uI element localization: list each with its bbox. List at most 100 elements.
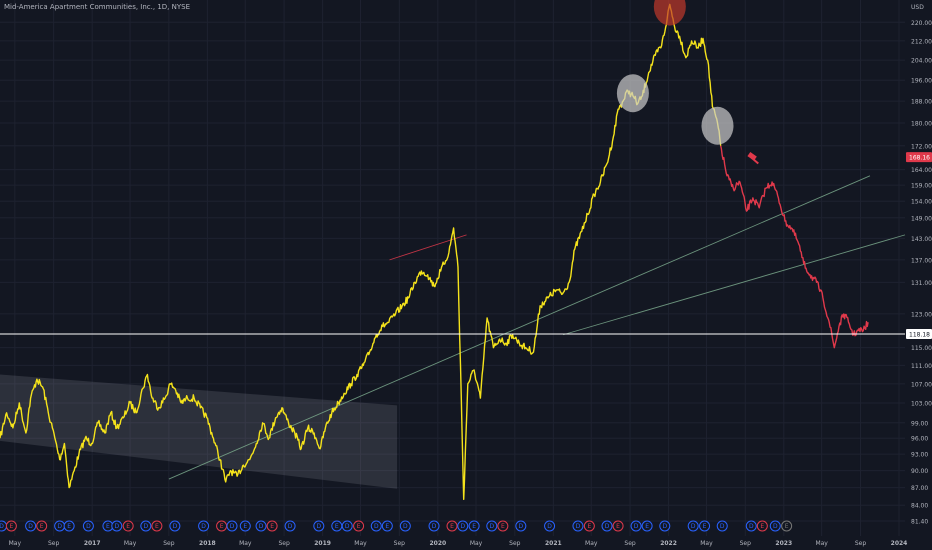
event-marker bbox=[659, 520, 671, 532]
y-tick-label: 90.00 bbox=[911, 468, 928, 475]
trend-line bbox=[168, 175, 871, 480]
highlight-circle bbox=[653, 0, 686, 26]
event-label: E bbox=[67, 523, 71, 530]
trend-line bbox=[389, 234, 467, 261]
y-tick-label: 154.00 bbox=[911, 199, 932, 206]
x-tick-label: 2024 bbox=[891, 540, 908, 547]
event-label: D bbox=[28, 523, 33, 530]
price-label-bg bbox=[906, 152, 932, 163]
event-marker bbox=[5, 520, 17, 532]
event-marker bbox=[239, 520, 251, 532]
x-tick-label: Sep bbox=[278, 540, 290, 547]
event-marker bbox=[781, 520, 793, 532]
y-tick-label: 81.40 bbox=[911, 518, 928, 525]
y-tick-label: 188.00 bbox=[911, 99, 932, 106]
event-label: D bbox=[114, 523, 119, 530]
grid bbox=[0, 0, 905, 536]
event-label: E bbox=[357, 523, 361, 530]
x-tick-label: May bbox=[124, 540, 137, 547]
y-tick-label: 96.00 bbox=[911, 436, 928, 443]
event-label: E bbox=[703, 523, 707, 530]
y-tick-label: 99.00 bbox=[911, 420, 928, 427]
x-tick-label: May bbox=[239, 540, 252, 547]
event-label: E bbox=[616, 523, 620, 530]
event-label: D bbox=[432, 523, 437, 530]
x-tick-label: Sep bbox=[855, 540, 867, 547]
event-label: D bbox=[662, 523, 667, 530]
highlight-circle bbox=[616, 74, 649, 113]
event-label: E bbox=[450, 523, 454, 530]
y-tick-label: 143.00 bbox=[911, 236, 932, 243]
event-marker bbox=[612, 520, 624, 532]
y-tick-label: 115.00 bbox=[911, 345, 932, 352]
event-marker bbox=[36, 520, 48, 532]
y-tick-label: 149.00 bbox=[911, 215, 932, 222]
marker-head bbox=[747, 151, 757, 161]
x-tick-label: 2017 bbox=[84, 540, 101, 547]
y-tick-label: 93.00 bbox=[911, 452, 928, 459]
event-label: D bbox=[460, 523, 465, 530]
event-label: D bbox=[345, 523, 350, 530]
trend-line bbox=[563, 234, 906, 336]
event-label: E bbox=[645, 523, 649, 530]
event-marker bbox=[515, 520, 527, 532]
y-tick-label: 196.00 bbox=[911, 78, 932, 85]
x-tick-label: Sep bbox=[394, 540, 406, 547]
price-labels-layer: 168.16 118.18 bbox=[906, 152, 932, 339]
x-tick-label: Sep bbox=[163, 540, 175, 547]
event-label: E bbox=[220, 523, 224, 530]
channel-polygon bbox=[0, 374, 398, 489]
event-marker bbox=[486, 520, 498, 532]
event-label: D bbox=[403, 523, 408, 530]
x-tick-label: May bbox=[9, 540, 22, 547]
trend-lines-layer bbox=[168, 175, 906, 480]
event-label: D bbox=[288, 523, 293, 530]
y-tick-label: 204.00 bbox=[911, 58, 932, 65]
y-tick-label: 103.00 bbox=[911, 400, 932, 407]
event-marker bbox=[169, 520, 181, 532]
event-marker bbox=[284, 520, 296, 532]
x-tick-label: Sep bbox=[624, 540, 636, 547]
event-label: D bbox=[201, 523, 206, 530]
event-marker bbox=[255, 520, 267, 532]
event-marker bbox=[601, 520, 613, 532]
y-tick-label: 111.00 bbox=[911, 363, 932, 370]
event-marker bbox=[381, 520, 393, 532]
event-marker bbox=[313, 520, 325, 532]
price-label: 118.18 bbox=[909, 331, 930, 338]
event-marker bbox=[111, 520, 123, 532]
event-marker bbox=[63, 520, 75, 532]
channel-layer bbox=[0, 374, 398, 489]
event-label: D bbox=[576, 523, 581, 530]
y-tick-label: 107.00 bbox=[911, 381, 932, 388]
event-label: D bbox=[720, 523, 725, 530]
event-marker bbox=[745, 520, 757, 532]
event-marker bbox=[140, 520, 152, 532]
y-tick-label: 84.00 bbox=[911, 503, 928, 510]
y-tick-label: 159.00 bbox=[911, 183, 932, 190]
event-marker bbox=[341, 520, 353, 532]
event-marker bbox=[151, 520, 163, 532]
series-layer bbox=[0, 3, 869, 500]
series-line-0 bbox=[0, 3, 722, 500]
event-label: E bbox=[106, 523, 110, 530]
event-marker bbox=[428, 520, 440, 532]
x-tick-label: Sep bbox=[509, 540, 521, 547]
event-label: E bbox=[785, 523, 789, 530]
event-marker bbox=[497, 520, 509, 532]
x-tick-label: 2022 bbox=[660, 540, 677, 547]
y-tick-label: 137.00 bbox=[911, 257, 932, 264]
price-label-bg bbox=[906, 328, 932, 339]
event-marker bbox=[630, 520, 642, 532]
x-tick-label: May bbox=[700, 540, 713, 547]
event-label: D bbox=[86, 523, 91, 530]
event-marker bbox=[25, 520, 37, 532]
event-label: D bbox=[519, 523, 524, 530]
chart-title: Mid-America Apartment Communities, Inc.,… bbox=[4, 3, 190, 11]
y-tick-label: 131.00 bbox=[911, 280, 932, 287]
event-marker bbox=[446, 520, 458, 532]
event-marker bbox=[687, 520, 699, 532]
event-label: D bbox=[173, 523, 178, 530]
event-label: D bbox=[749, 523, 754, 530]
